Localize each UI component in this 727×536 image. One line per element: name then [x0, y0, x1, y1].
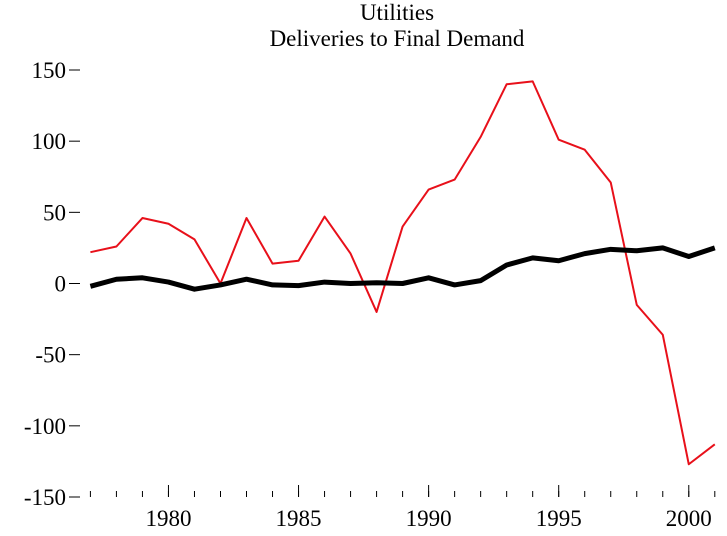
- chart-title: Utilities: [360, 0, 434, 25]
- y-tick-label: -50: [35, 343, 66, 368]
- x-tick-label: 1980: [145, 506, 191, 531]
- y-tick-label: 50: [43, 200, 66, 225]
- y-tick-label: 0: [55, 272, 67, 297]
- x-tick-label: 1995: [536, 506, 582, 531]
- y-tick-label: -100: [24, 414, 66, 439]
- y-tick-label: -150: [24, 485, 66, 510]
- x-tick-label: 1985: [276, 506, 322, 531]
- y-tick-label: 100: [32, 129, 67, 154]
- y-tick-label: 150: [32, 58, 67, 83]
- series-line: [89, 245, 716, 292]
- x-tick-label: 1990: [406, 506, 452, 531]
- chart-subtitle: Deliveries to Final Demand: [270, 26, 525, 51]
- series-line: [90, 80, 716, 466]
- x-tick-label: 2000: [666, 506, 712, 531]
